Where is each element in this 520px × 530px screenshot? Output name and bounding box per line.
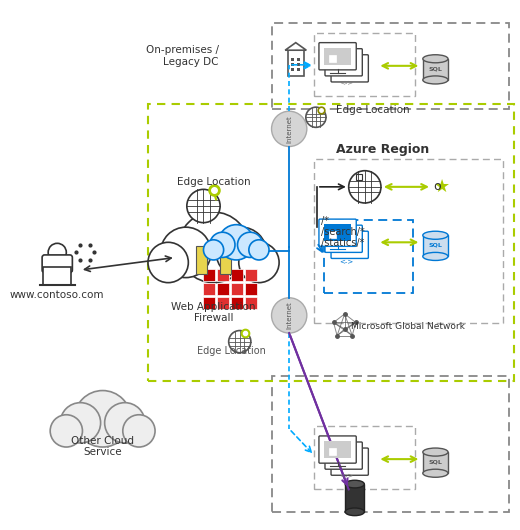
- Circle shape: [178, 212, 249, 282]
- Text: On-premises /
Legacy DC: On-premises / Legacy DC: [146, 45, 218, 67]
- Ellipse shape: [423, 252, 448, 260]
- FancyBboxPatch shape: [329, 231, 336, 239]
- FancyBboxPatch shape: [288, 50, 304, 76]
- FancyBboxPatch shape: [297, 68, 300, 72]
- FancyBboxPatch shape: [231, 282, 243, 295]
- Circle shape: [50, 415, 83, 447]
- Circle shape: [271, 298, 307, 333]
- Circle shape: [210, 232, 235, 258]
- FancyBboxPatch shape: [319, 219, 356, 246]
- Text: /*: /*: [321, 216, 329, 226]
- Circle shape: [105, 403, 145, 443]
- FancyBboxPatch shape: [42, 255, 72, 272]
- FancyBboxPatch shape: [245, 269, 257, 280]
- Text: Edge Location: Edge Location: [177, 177, 250, 187]
- Circle shape: [48, 243, 67, 261]
- FancyBboxPatch shape: [324, 224, 351, 241]
- Text: Edge Location: Edge Location: [197, 346, 266, 356]
- Circle shape: [216, 227, 266, 278]
- FancyBboxPatch shape: [291, 58, 294, 61]
- Text: <->: <->: [339, 80, 353, 85]
- FancyBboxPatch shape: [203, 269, 215, 280]
- FancyBboxPatch shape: [324, 441, 351, 458]
- FancyBboxPatch shape: [331, 231, 368, 259]
- Circle shape: [229, 331, 251, 353]
- Circle shape: [349, 171, 381, 203]
- Text: o: o: [433, 180, 441, 193]
- FancyBboxPatch shape: [291, 63, 294, 66]
- Text: Internet: Internet: [286, 302, 292, 329]
- FancyBboxPatch shape: [297, 58, 300, 61]
- Circle shape: [203, 240, 224, 260]
- Text: Azure Region: Azure Region: [336, 143, 430, 155]
- Circle shape: [60, 403, 100, 443]
- FancyBboxPatch shape: [423, 59, 448, 80]
- FancyBboxPatch shape: [203, 282, 215, 295]
- Circle shape: [218, 225, 254, 260]
- FancyBboxPatch shape: [325, 442, 362, 469]
- FancyBboxPatch shape: [331, 55, 368, 82]
- FancyBboxPatch shape: [217, 297, 229, 309]
- FancyBboxPatch shape: [319, 436, 356, 463]
- Circle shape: [238, 232, 263, 258]
- Circle shape: [161, 227, 211, 278]
- FancyBboxPatch shape: [329, 55, 336, 62]
- Text: Internet: Internet: [286, 115, 292, 143]
- FancyBboxPatch shape: [217, 269, 229, 280]
- Ellipse shape: [345, 508, 365, 516]
- Ellipse shape: [423, 231, 448, 239]
- Ellipse shape: [423, 76, 448, 84]
- Text: <->: <->: [339, 258, 353, 264]
- Circle shape: [123, 415, 155, 447]
- FancyBboxPatch shape: [325, 225, 362, 252]
- FancyBboxPatch shape: [43, 267, 71, 285]
- Text: SQL: SQL: [428, 460, 443, 465]
- Text: Microsoft Global Network: Microsoft Global Network: [351, 322, 464, 331]
- Circle shape: [271, 111, 307, 146]
- Circle shape: [148, 242, 188, 282]
- Text: SQL: SQL: [428, 66, 443, 72]
- Text: Other Cloud
Service: Other Cloud Service: [71, 436, 134, 457]
- Ellipse shape: [423, 469, 448, 478]
- Text: <->: <->: [339, 473, 353, 479]
- FancyBboxPatch shape: [245, 282, 257, 295]
- FancyBboxPatch shape: [217, 282, 229, 295]
- FancyBboxPatch shape: [203, 297, 215, 309]
- Text: Edge Location: Edge Location: [336, 105, 410, 115]
- FancyBboxPatch shape: [329, 448, 336, 455]
- Circle shape: [306, 107, 326, 127]
- Ellipse shape: [423, 55, 448, 63]
- FancyBboxPatch shape: [297, 63, 300, 66]
- Ellipse shape: [345, 480, 365, 488]
- Text: www.contoso.com: www.contoso.com: [10, 290, 105, 301]
- FancyBboxPatch shape: [319, 42, 356, 70]
- FancyBboxPatch shape: [423, 452, 448, 473]
- Ellipse shape: [423, 448, 448, 456]
- FancyBboxPatch shape: [331, 448, 368, 475]
- FancyBboxPatch shape: [345, 484, 365, 512]
- Circle shape: [74, 391, 131, 447]
- Circle shape: [187, 189, 220, 223]
- FancyBboxPatch shape: [231, 269, 243, 280]
- Circle shape: [239, 242, 279, 282]
- Text: Web Application
Firewall: Web Application Firewall: [171, 302, 256, 323]
- Text: SQL: SQL: [428, 243, 443, 248]
- FancyBboxPatch shape: [220, 246, 231, 274]
- Circle shape: [249, 240, 269, 260]
- FancyBboxPatch shape: [325, 49, 362, 76]
- Text: /search/*: /search/*: [321, 227, 365, 237]
- FancyBboxPatch shape: [423, 235, 448, 257]
- FancyBboxPatch shape: [291, 68, 294, 72]
- FancyBboxPatch shape: [196, 246, 207, 274]
- FancyBboxPatch shape: [324, 48, 351, 65]
- Text: ★: ★: [433, 178, 449, 196]
- FancyBboxPatch shape: [245, 297, 257, 309]
- Text: /statics/*: /statics/*: [321, 238, 365, 249]
- FancyBboxPatch shape: [231, 297, 243, 309]
- Polygon shape: [285, 42, 306, 50]
